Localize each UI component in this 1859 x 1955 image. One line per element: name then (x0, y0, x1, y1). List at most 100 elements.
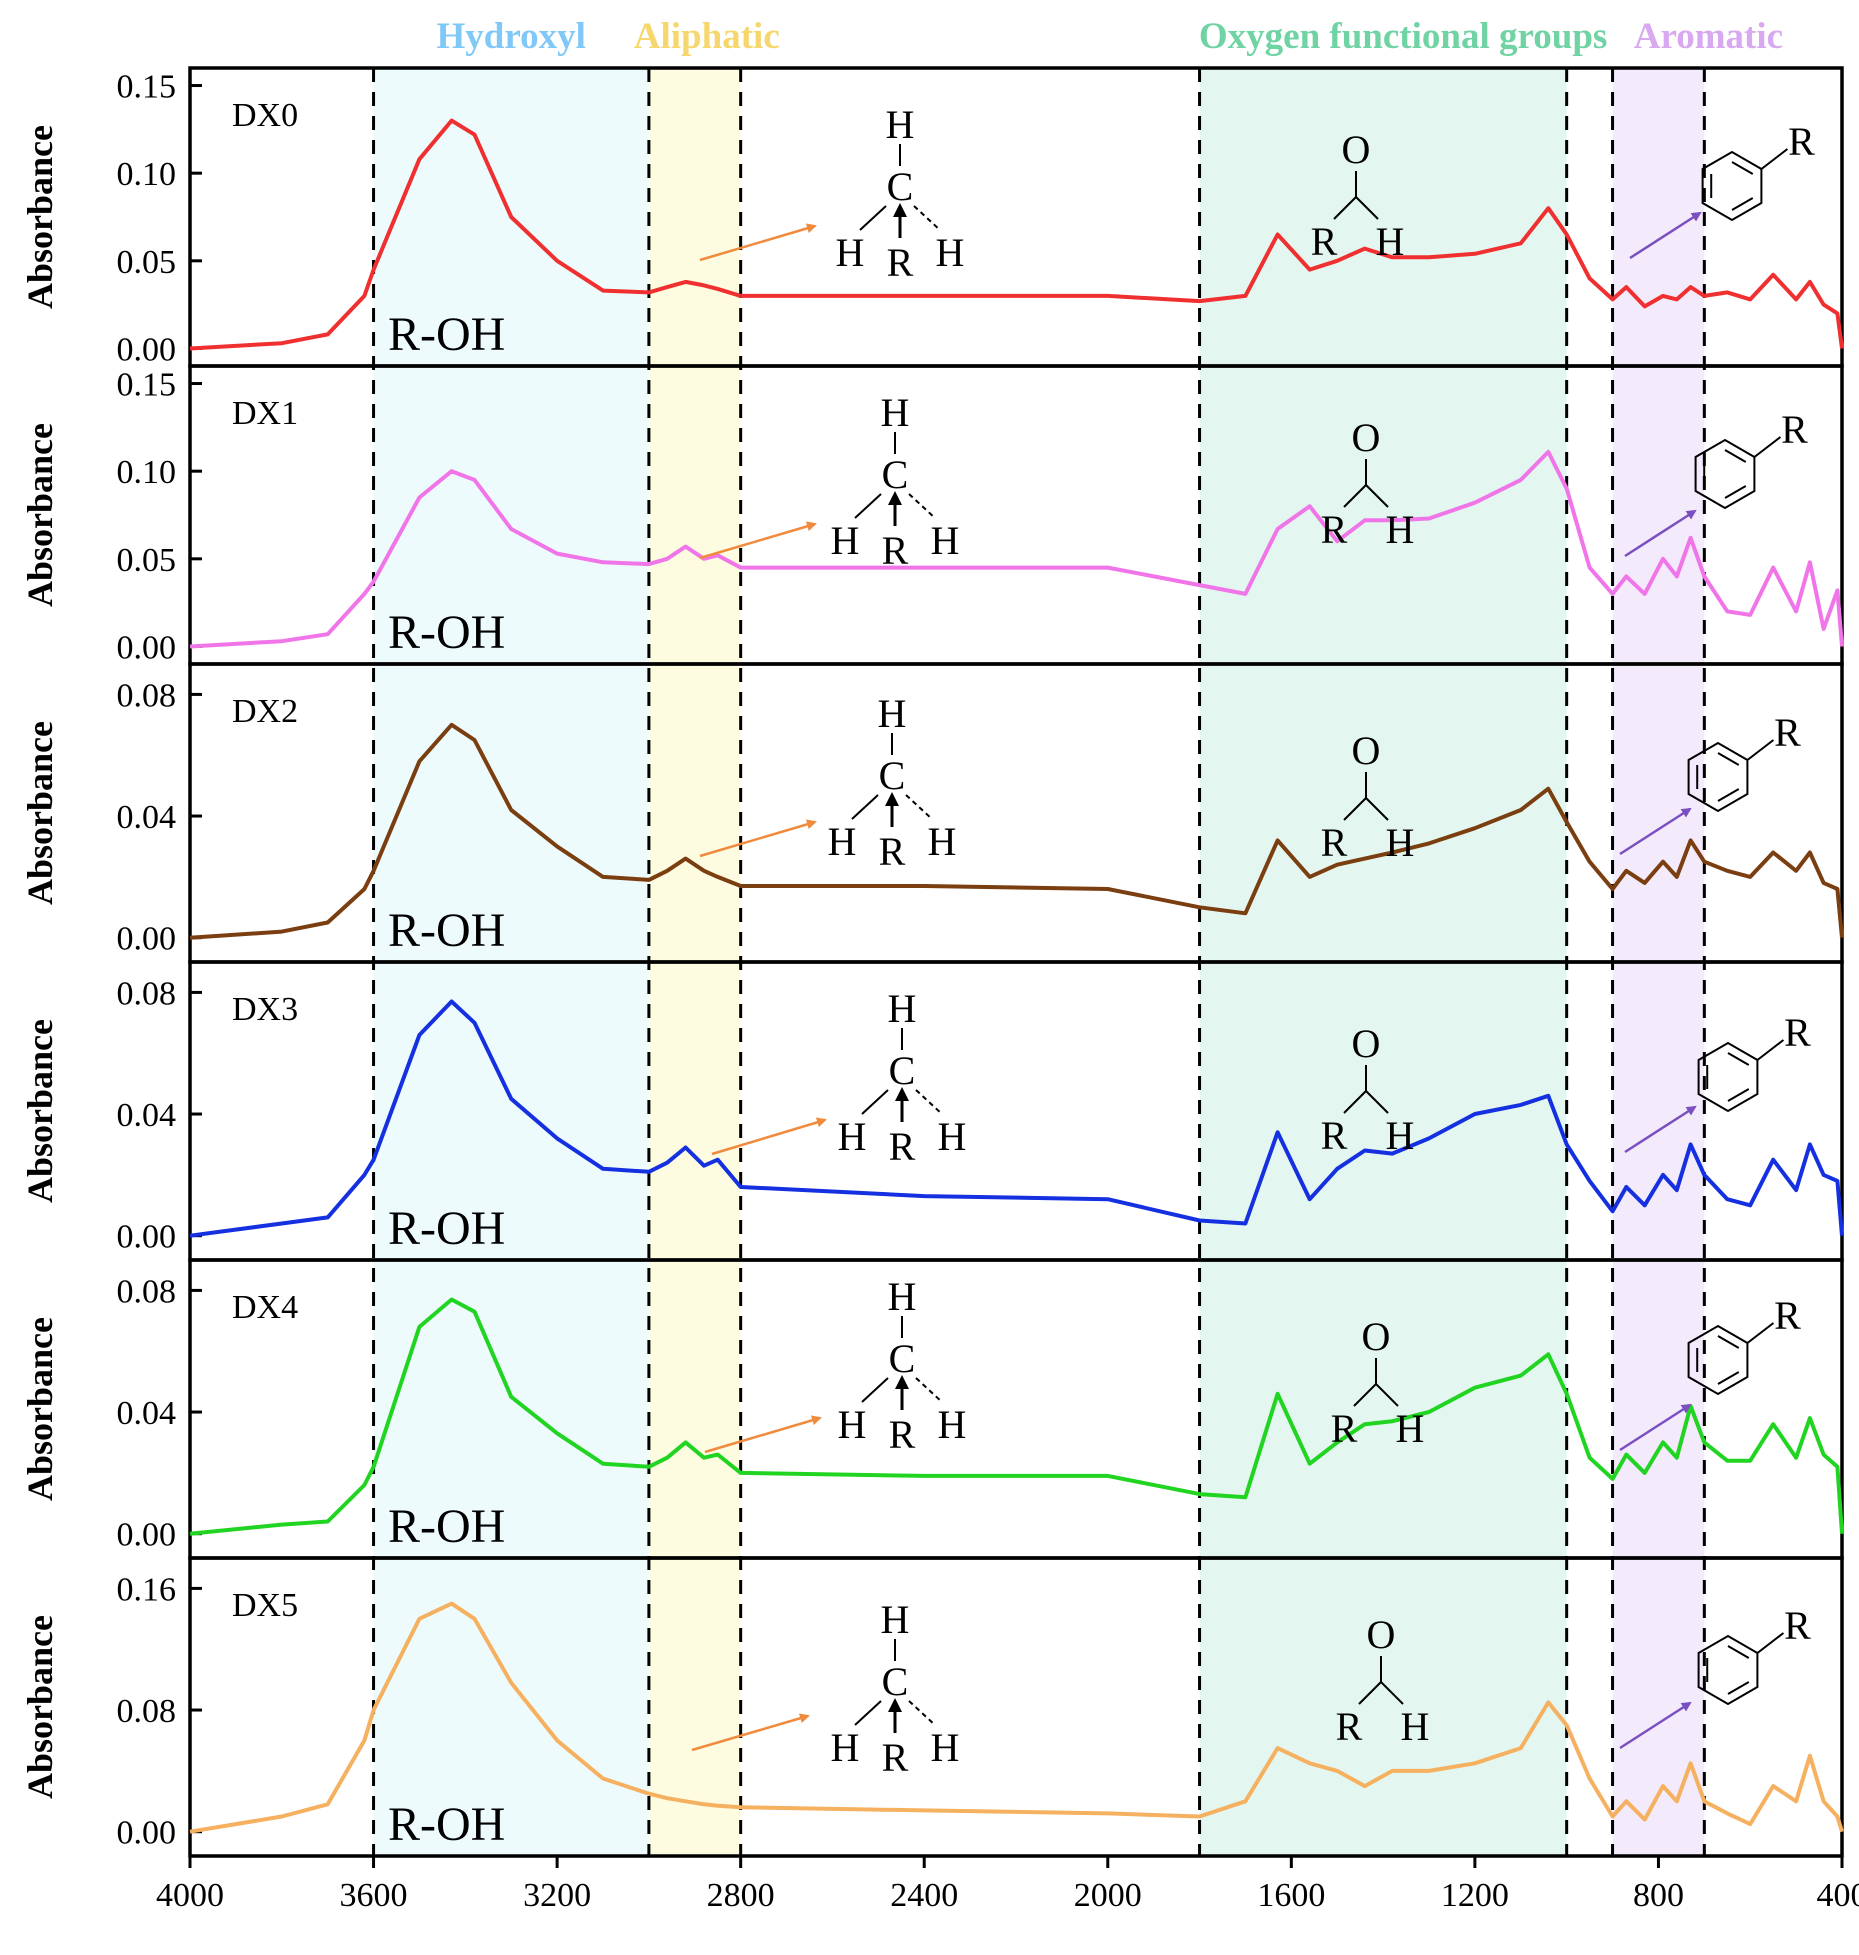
ch3-right-h-DX4: H (938, 1402, 967, 1447)
ch3-r-DX5: R (882, 1735, 909, 1780)
roh-label-DX4: R-OH (388, 1500, 505, 1553)
aromatic-double-bond-DX4-0 (1718, 1372, 1739, 1384)
ch3-left-h-DX0: H (836, 230, 865, 275)
ch3-c-DX3: C (889, 1048, 916, 1093)
ylabel-DX3: Absorbance (20, 1019, 60, 1203)
ytick-label-DX0-2: 0.05 (117, 244, 177, 281)
ch3-bond-right-DX1 (909, 494, 935, 518)
ytick-label-DX0-0: 0.15 (117, 69, 177, 106)
ytick-label-DX5-1: 0.08 (117, 1693, 177, 1730)
aromatic-substituent-bond-DX2 (1747, 740, 1773, 760)
xtick-label-1: 3600 (340, 1877, 408, 1914)
aromatic-double-bond-DX1-0 (1725, 486, 1746, 498)
xtick-label-2: 3200 (523, 1877, 591, 1914)
ch3-top-h-DX4: H (888, 1274, 917, 1319)
ytick-label-DX2-2: 0.00 (117, 921, 177, 958)
aromatic-double-bond-DX5-2 (1728, 1646, 1749, 1658)
ch3-top-h-DX0: H (886, 102, 915, 147)
aromatic-double-bond-DX4-2 (1718, 1336, 1739, 1348)
aldehyde-o-DX3: O (1352, 1021, 1381, 1066)
ch3-bond-left-DX3 (862, 1090, 888, 1114)
ch3-top-h-DX1: H (881, 390, 910, 435)
aldehyde-o-DX2: O (1352, 728, 1381, 773)
ch3-r-DX4: R (889, 1412, 916, 1457)
xtick-label-0: 4000 (156, 1877, 224, 1914)
panel-label-DX4: DX4 (232, 1289, 298, 1326)
ch3-left-h-DX4: H (838, 1402, 867, 1447)
ylabel-DX4: Absorbance (20, 1317, 60, 1501)
ytick-label-DX3-0: 0.08 (117, 975, 177, 1012)
ch3-right-h-DX2: H (928, 819, 957, 864)
aldehyde-h-DX5: H (1401, 1704, 1430, 1749)
aldehyde-h-DX2: H (1386, 820, 1415, 865)
ch3-right-h-DX5: H (931, 1725, 960, 1770)
ch3-right-h-DX0: H (936, 230, 965, 275)
aromatic-r-DX4: R (1774, 1293, 1801, 1338)
ch3-bond-right-DX3 (916, 1090, 942, 1114)
aromatic-double-bond-DX3-0 (1728, 1089, 1749, 1101)
band-label-2: Oxygen functional groups (1199, 16, 1607, 57)
xtick-label-3: 2800 (707, 1877, 775, 1914)
ylabel-DX5: Absorbance (20, 1615, 60, 1799)
panel-label-DX2: DX2 (232, 693, 298, 730)
aldehyde-o-DX1: O (1352, 415, 1381, 460)
aldehyde-r-DX2: R (1321, 820, 1348, 865)
ch3-r-DX0: R (887, 240, 914, 285)
aldehyde-r-DX4: R (1331, 1406, 1358, 1451)
aldehyde-r-DX0: R (1311, 219, 1338, 264)
ch3-bond-left-DX2 (852, 795, 878, 819)
aromatic-substituent-bond-DX1 (1754, 437, 1780, 457)
xtick-label-6: 1600 (1257, 1877, 1325, 1914)
aromatic-r-DX0: R (1788, 119, 1815, 164)
band-label-0: Hydroxyl (437, 16, 586, 57)
panel-label-DX3: DX3 (232, 991, 298, 1028)
ch3-top-h-DX2: H (878, 691, 907, 736)
roh-label-DX2: R-OH (388, 904, 505, 957)
ytick-label-DX1-1: 0.10 (117, 454, 177, 491)
roh-label-DX5: R-OH (388, 1798, 505, 1851)
ch3-left-h-DX1: H (831, 518, 860, 563)
aldehyde-r-DX3: R (1321, 1113, 1348, 1158)
ch3-c-DX1: C (882, 452, 909, 497)
ch3-right-h-DX3: H (938, 1114, 967, 1159)
aromatic-r-DX5: R (1784, 1603, 1811, 1648)
aldehyde-o-DX5: O (1367, 1612, 1396, 1657)
band-label-3: Aromatic (1634, 16, 1783, 57)
ch3-bond-left-DX1 (855, 494, 881, 518)
ytick-label-DX4-2: 0.00 (117, 1517, 177, 1554)
aromatic-double-bond-DX0-0 (1732, 198, 1753, 210)
ch3-bond-right-DX5 (909, 1701, 935, 1725)
ch3-r-DX3: R (889, 1124, 916, 1169)
ch3-bond-right-DX0 (914, 206, 940, 230)
ch3-c-DX0: C (887, 164, 914, 209)
ytick-label-DX1-2: 0.05 (117, 542, 177, 579)
ch3-r-DX2: R (879, 829, 906, 874)
roh-label-DX1: R-OH (388, 606, 505, 659)
aldehyde-r-DX5: R (1336, 1704, 1363, 1749)
ytick-label-DX5-2: 0.00 (117, 1815, 177, 1852)
panel-label-DX5: DX5 (232, 1587, 298, 1624)
ytick-label-DX0-1: 0.10 (117, 156, 177, 193)
xtick-label-8: 800 (1633, 1877, 1684, 1914)
ytick-label-DX3-2: 0.00 (117, 1219, 177, 1256)
ytick-label-DX4-0: 0.08 (117, 1273, 177, 1310)
panel-label-DX0: DX0 (232, 97, 298, 134)
aldehyde-o-DX4: O (1362, 1314, 1391, 1359)
ch3-r-DX1: R (882, 528, 909, 573)
ytick-label-DX3-1: 0.04 (117, 1097, 177, 1134)
aldehyde-h-DX1: H (1386, 507, 1415, 552)
aromatic-double-bond-DX2-2 (1718, 753, 1739, 765)
ytick-label-DX2-1: 0.04 (117, 799, 177, 836)
aromatic-substituent-bond-DX4 (1747, 1323, 1773, 1343)
ylabel-DX2: Absorbance (20, 721, 60, 905)
ylabel-DX1: Absorbance (20, 423, 60, 607)
ch3-c-DX4: C (889, 1336, 916, 1381)
ytick-label-DX5-0: 0.16 (117, 1571, 177, 1608)
xtick-label-7: 1200 (1441, 1877, 1509, 1914)
xtick-label-5: 2000 (1074, 1877, 1142, 1914)
aromatic-r-DX2: R (1774, 710, 1801, 755)
ytick-label-DX2-0: 0.08 (117, 677, 177, 714)
ch3-left-h-DX2: H (828, 819, 857, 864)
roh-label-DX3: R-OH (388, 1202, 505, 1255)
